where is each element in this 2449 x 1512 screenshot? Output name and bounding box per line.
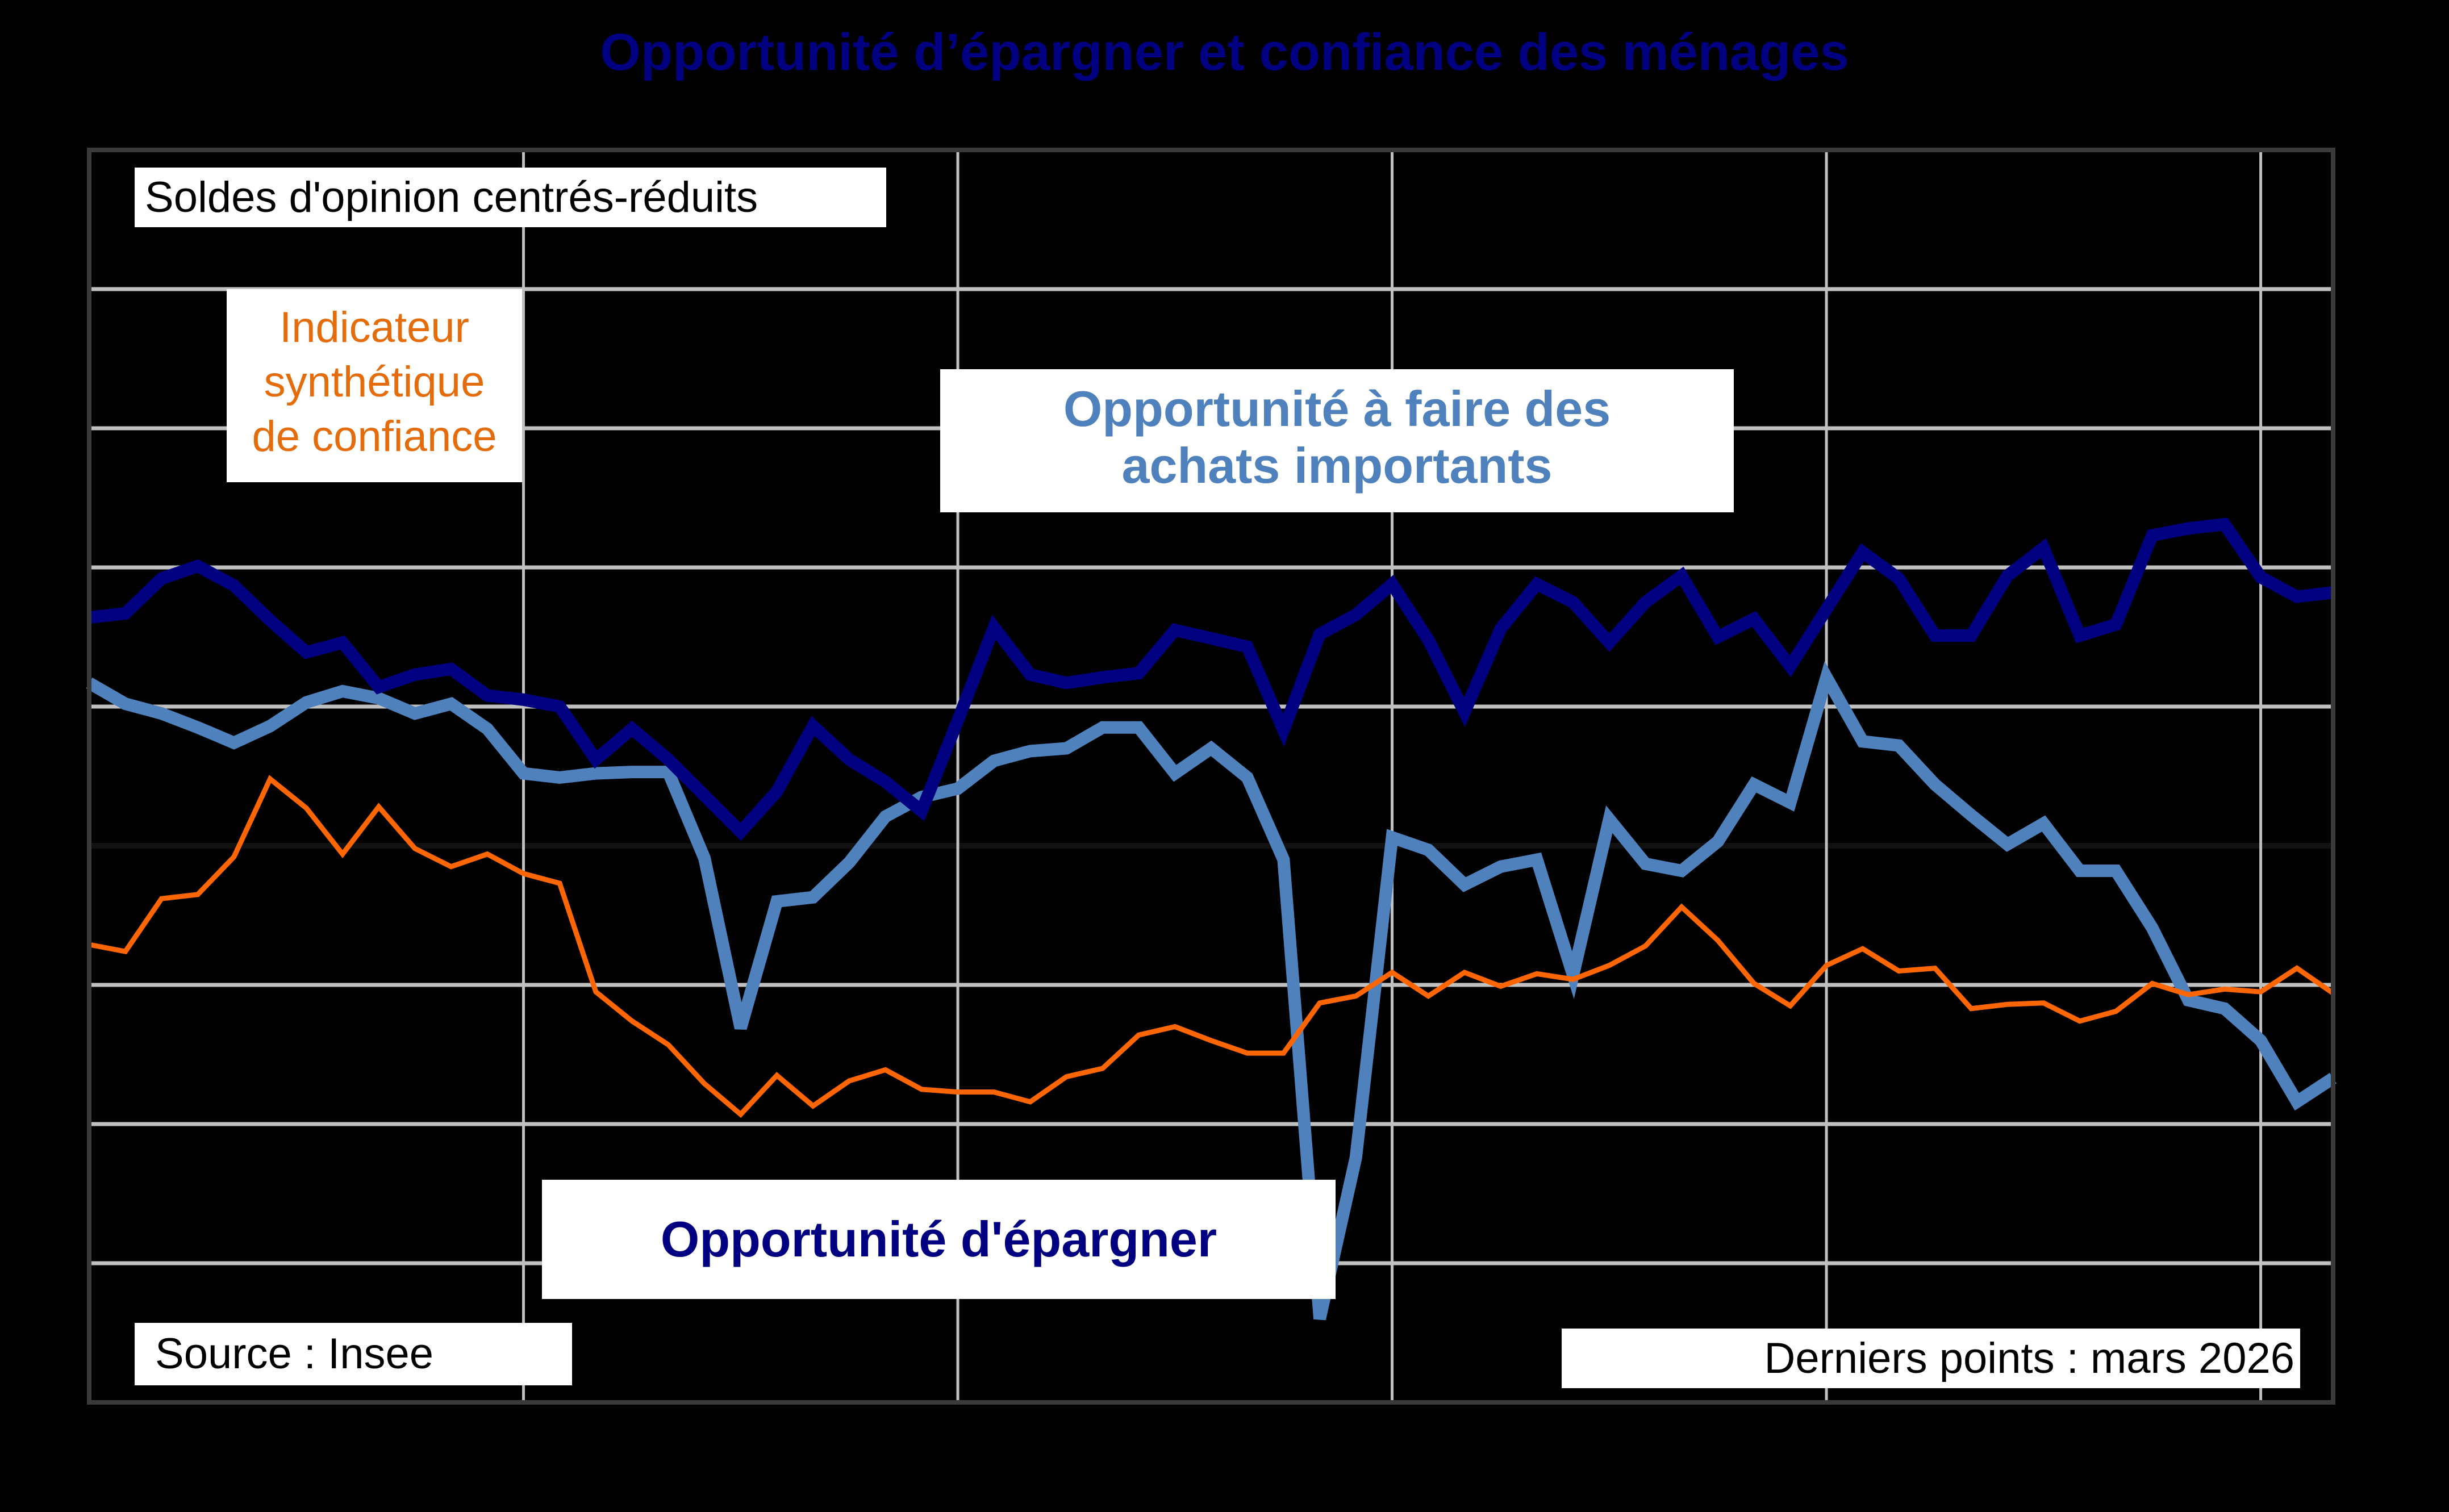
series-lines — [86, 517, 2337, 1321]
y-tick-label: 1 — [52, 684, 74, 729]
x-tick-label: 2026 — [2216, 1421, 2305, 1465]
units-note: Soldes d'opinion centrés-réduits — [135, 168, 886, 227]
source-note: Source : Insee — [135, 1323, 572, 1385]
plot-frame — [87, 148, 2335, 1405]
last-points-note: Derniers points : mars 2026 — [1562, 1329, 2300, 1388]
x-tick-label: 2023 — [913, 1421, 1002, 1465]
saving-legend-label: Opportunité d'épargner — [542, 1180, 1336, 1299]
y-tick-label: 2 — [52, 545, 74, 590]
y-tick-label: 5 — [52, 128, 74, 172]
y-tick-label: -3 — [38, 1241, 74, 1285]
y-tick-label: -1 — [38, 963, 74, 1007]
x-tick-label: 2025 — [1782, 1421, 1871, 1465]
x-tick-label: 2024 — [1347, 1421, 1437, 1465]
series-line — [88, 517, 2334, 841]
purchases-legend-label: Opportunité à faire des achats important… — [940, 369, 1734, 512]
confidence-legend-label: Indicateur synthétique de confiance — [227, 289, 522, 482]
series-line — [86, 661, 2337, 1321]
plot-area: Soldes d'opinion centrés-réduits Indicat… — [86, 148, 2337, 1405]
series-line — [89, 775, 2335, 1118]
y-tick-label: -4 — [38, 1380, 74, 1425]
y-tick-label: 4 — [52, 267, 74, 311]
x-tick-label: 2022 — [479, 1421, 568, 1465]
y-tick-label: 3 — [52, 406, 74, 450]
chart-title: Opportunité d’épargner et confiance des … — [600, 23, 1849, 81]
y-tick-label: 0 — [52, 824, 74, 868]
x-tick-label: 2021 — [45, 1421, 133, 1465]
y-tick-label: -2 — [38, 1102, 74, 1146]
